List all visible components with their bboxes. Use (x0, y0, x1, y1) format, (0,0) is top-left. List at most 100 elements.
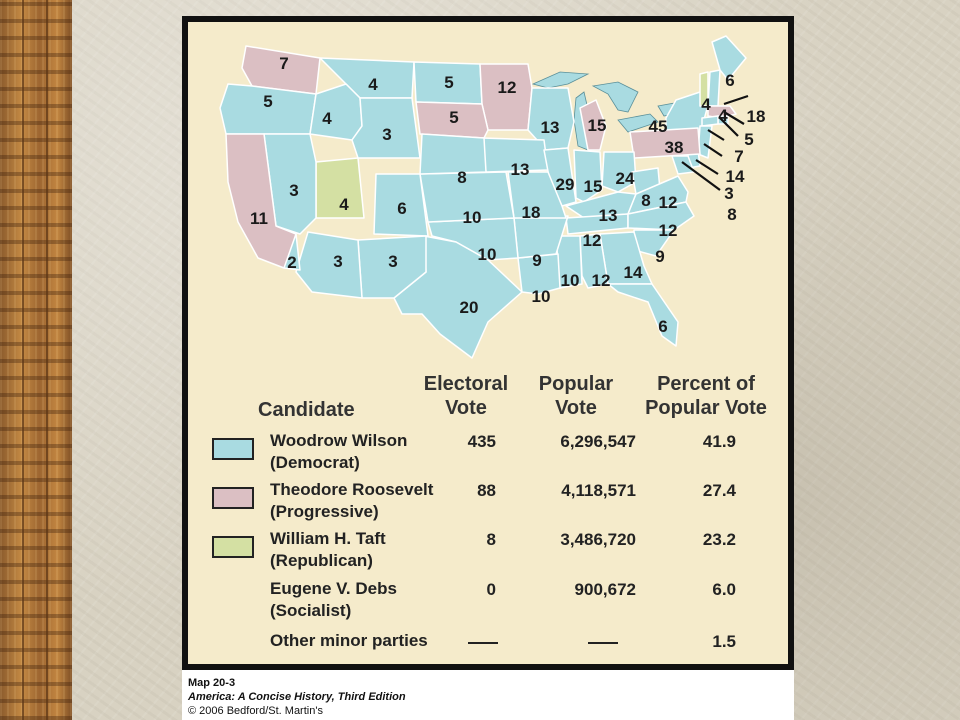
header-percent-popular: Percent of Popular Vote (636, 372, 776, 420)
popular-vote: 4,118,571 (561, 481, 636, 500)
header-electoral-line2: Vote (445, 397, 487, 419)
electoral-vote-label: 14 (624, 263, 643, 282)
electoral-vote-label: 8 (727, 205, 736, 224)
electoral-vote-label: 13 (599, 206, 618, 225)
electoral-vote-label: 6 (725, 71, 734, 90)
table-row: Woodrow Wilson (Democrat) 435 6,296,547 … (206, 430, 786, 478)
caption-copyright: © 2006 Bedford/St. Martin's (188, 705, 323, 717)
electoral-vote-label: 6 (658, 317, 667, 336)
electoral-vote-label: 13 (511, 160, 530, 179)
legend-swatch-progressive (212, 487, 254, 509)
electoral-vote-label: 4 (368, 75, 378, 94)
electoral-vote-label: 3 (382, 125, 391, 144)
electoral-vote-label: 12 (592, 271, 611, 290)
state-region (373, 173, 429, 237)
candidate-name-text: Theodore Roosevelt (270, 480, 434, 499)
candidate-party: (Democrat) (270, 453, 360, 472)
percent-vote: 41.9 (702, 432, 736, 451)
header-popular-line1: Popular (538, 373, 614, 395)
electoral-vote-label: 8 (457, 168, 466, 187)
electoral-vote-label: 18 (522, 203, 541, 222)
electoral-vote-label: 7 (279, 54, 288, 73)
candidate-name: Eugene V. Debs (Socialist) (270, 578, 397, 622)
electoral-vote-label: 6 (397, 199, 406, 218)
map-figure: 7 5 4 4 3 5 12 5 13 15 45 4 4 6 18 5 7 14 3 8 38 24 13 29 15 8 13 1… (182, 16, 794, 720)
candidate-name-text: Other minor parties (270, 631, 428, 650)
electoral-vote-label: 4 (701, 95, 711, 114)
candidate-name: Theodore Roosevelt (Progressive) (270, 479, 433, 523)
electoral-vote: 8 (486, 530, 496, 549)
state-region (479, 63, 533, 131)
electoral-vote-label: 12 (498, 78, 517, 97)
header-percent-line2: Popular Vote (645, 397, 767, 419)
candidate-party: (Socialist) (270, 601, 352, 620)
state-region (351, 97, 421, 159)
candidate-name: Woodrow Wilson (Democrat) (270, 430, 407, 474)
electoral-vote-label: 2 (287, 253, 296, 272)
electoral-vote-label: 13 (541, 118, 560, 137)
electoral-vote-label: 5 (744, 130, 753, 149)
state-region (627, 201, 695, 231)
electoral-vote-label: 18 (747, 107, 766, 126)
electoral-vote-label: 3 (333, 252, 342, 271)
electoral-vote-label: 9 (532, 251, 541, 270)
electoral-vote-label: 5 (263, 92, 272, 111)
candidate-party: (Progressive) (270, 502, 379, 521)
popular-vote: 900,672 (574, 580, 636, 599)
state-region (309, 83, 363, 141)
state-region (579, 99, 607, 151)
figure-caption: Map 20-3 America: A Concise History, Thi… (188, 676, 406, 718)
map-panel: 7 5 4 4 3 5 12 5 13 15 45 4 4 6 18 5 7 14 3 8 38 24 13 29 15 8 13 1… (188, 22, 788, 664)
electoral-vote-label: 5 (444, 73, 453, 92)
percent-vote: 27.4 (702, 481, 736, 500)
state-region (701, 115, 719, 127)
header-popular-line2: Vote (555, 397, 597, 419)
header-electoral-line1: Electoral (423, 373, 509, 395)
electoral-vote-label: 12 (659, 193, 678, 212)
electoral-vote: 88 (477, 481, 496, 500)
table-row: Theodore Roosevelt (Progressive) 88 4,11… (206, 479, 786, 527)
electoral-vote-label: 24 (616, 169, 635, 188)
header-percent-line1: Percent of (657, 373, 755, 395)
electoral-vote-label: 29 (556, 175, 575, 194)
electoral-vote-label: 45 (649, 117, 668, 136)
legend-swatch-democrat (212, 438, 254, 460)
electoral-vote-label: 7 (734, 147, 743, 166)
caption-book-title: America: A Concise History, Third Editio… (188, 691, 406, 703)
state-region (629, 127, 701, 159)
electoral-vote: 435 (467, 432, 496, 451)
map-frame: 7 5 4 4 3 5 12 5 13 15 45 4 4 6 18 5 7 14 3 8 38 24 13 29 15 8 13 1… (182, 16, 794, 670)
electoral-vote-label: 14 (726, 167, 745, 186)
electoral-vote-label: 12 (583, 231, 602, 250)
state-region (711, 35, 747, 81)
candidate-name-text: Eugene V. Debs (270, 579, 397, 598)
electoral-vote-label: 11 (250, 209, 268, 228)
popular-dash (588, 642, 618, 644)
electoral-vote-label: 4 (322, 109, 332, 128)
candidate-name-text: William H. Taft (270, 529, 386, 548)
electoral-vote-label: 5 (449, 108, 458, 127)
electoral-vote-label: 38 (665, 138, 684, 157)
electoral-vote-label: 10 (478, 245, 497, 264)
electoral-vote-label: 10 (532, 287, 551, 306)
candidate-name: Other minor parties (270, 630, 428, 652)
electoral-vote-label: 10 (561, 271, 580, 290)
state-region (415, 101, 489, 139)
candidate-party: (Republican) (270, 551, 373, 570)
wood-border-strip (0, 0, 72, 720)
electoral-vote-label: 3 (724, 184, 733, 203)
state-region (225, 133, 297, 269)
electoral-vote-label: 3 (388, 252, 397, 271)
electoral-vote-label: 4 (339, 195, 349, 214)
header-popular-vote: Popular Vote (526, 372, 626, 420)
state-region (419, 133, 487, 175)
electoral-vote-label: 4 (718, 106, 728, 125)
percent-vote: 6.0 (712, 580, 736, 599)
popular-vote: 3,486,720 (560, 530, 636, 549)
electoral-vote-label: 15 (588, 116, 607, 135)
candidate-name: William H. Taft (Republican) (270, 528, 386, 572)
candidate-name-text: Woodrow Wilson (270, 431, 408, 450)
state-region (607, 283, 679, 347)
electoral-dash (468, 642, 498, 644)
